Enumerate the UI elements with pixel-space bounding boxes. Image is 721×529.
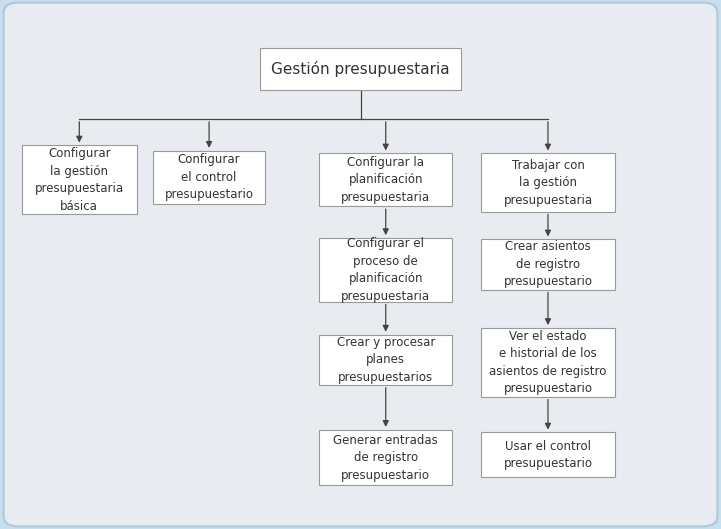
Text: Crear asientos
de registro
presupuestario: Crear asientos de registro presupuestari… bbox=[503, 241, 593, 288]
Text: Usar el control
presupuestario: Usar el control presupuestario bbox=[503, 440, 593, 470]
FancyBboxPatch shape bbox=[319, 430, 453, 486]
Text: Configurar
la gestión
presupuestaria
básica: Configurar la gestión presupuestaria bás… bbox=[35, 147, 124, 213]
Text: Generar entradas
de registro
presupuestario: Generar entradas de registro presupuesta… bbox=[333, 434, 438, 481]
Text: Ver el estado
e historial de los
asientos de registro
presupuestario: Ver el estado e historial de los asiento… bbox=[490, 330, 606, 395]
FancyBboxPatch shape bbox=[482, 328, 614, 397]
FancyBboxPatch shape bbox=[22, 145, 137, 214]
FancyBboxPatch shape bbox=[319, 334, 453, 385]
FancyBboxPatch shape bbox=[482, 153, 614, 212]
FancyBboxPatch shape bbox=[482, 433, 614, 477]
Text: Trabajar con
la gestión
presupuestaria: Trabajar con la gestión presupuestaria bbox=[503, 159, 593, 206]
FancyBboxPatch shape bbox=[4, 3, 717, 526]
Text: Gestión presupuestaria: Gestión presupuestaria bbox=[271, 61, 450, 77]
FancyBboxPatch shape bbox=[153, 151, 265, 204]
FancyBboxPatch shape bbox=[482, 239, 614, 290]
Text: Crear y procesar
planes
presupuestarios: Crear y procesar planes presupuestarios bbox=[337, 336, 435, 384]
FancyBboxPatch shape bbox=[319, 153, 453, 206]
FancyBboxPatch shape bbox=[260, 48, 461, 90]
FancyBboxPatch shape bbox=[319, 238, 453, 302]
Text: Configurar la
planificación
presupuestaria: Configurar la planificación presupuestar… bbox=[341, 156, 430, 204]
Text: Configurar el
proceso de
planificación
presupuestaria: Configurar el proceso de planificación p… bbox=[341, 237, 430, 303]
Text: Configurar
el control
presupuestario: Configurar el control presupuestario bbox=[164, 153, 254, 201]
